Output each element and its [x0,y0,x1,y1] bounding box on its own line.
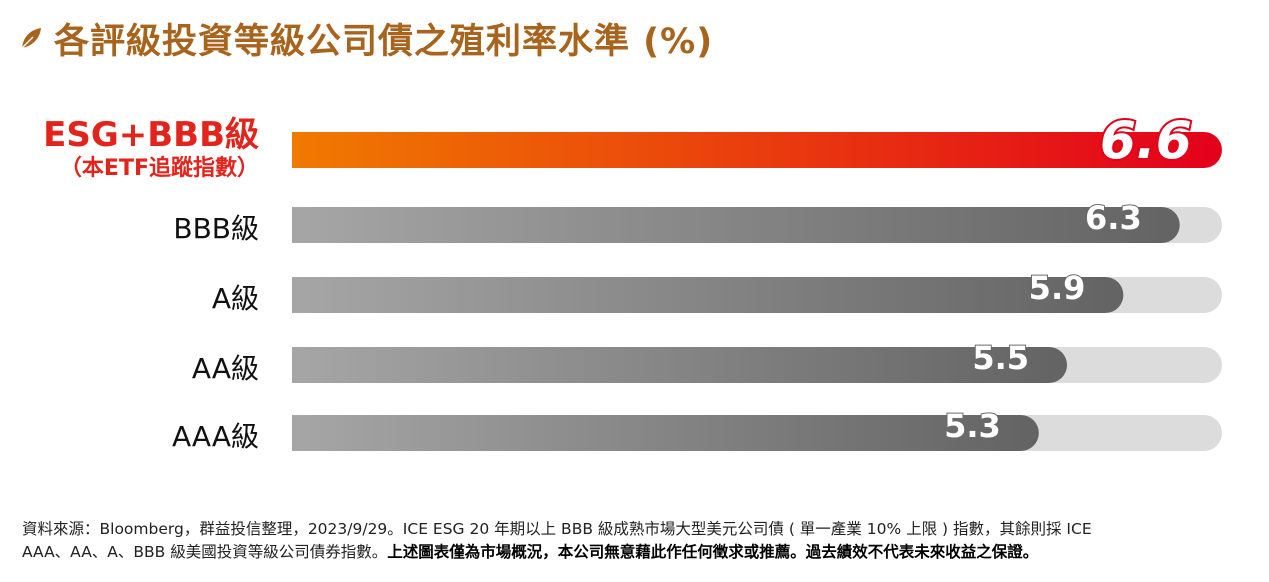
value-label-esg-plus-bbb: 6.6 [1100,111,1192,171]
category-sublabel-esg-plus-bbb: （本ETF追蹤指數） [59,156,259,181]
category-label-a: A級 [211,282,259,315]
footnote: 資料來源：Bloomberg，群益投信整理，2023/9/29。ICE ESG … [22,518,1247,564]
footnote-line-1: 資料來源：Bloomberg，群益投信整理，2023/9/29。ICE ESG … [22,520,1092,538]
footnote-line-2: AAA、AA、A、BBB 級美國投資等級公司債券指數。上述圖表僅為市場概況，本公… [22,541,1247,564]
category-label-bbb: BBB級 [173,212,259,245]
footnote-source-index: AAA、AA、A、BBB 級美國投資等級公司債券指數。 [22,543,388,561]
category-label-esg-plus-bbb: ESG+BBB級 [43,115,259,155]
title-block: 各評級投資等級公司債之殖利率水準 (%) [18,10,713,66]
bar-aaa [292,415,1039,451]
value-label-bbb: 6.3 [1085,199,1142,237]
leaf-icon [21,28,41,49]
bar-esg-plus-bbb [292,132,1222,168]
footnote-disclaimer: 上述圖表僅為市場概況，本公司無意藉此作任何徵求或推薦。過去績效不代表未來收益之保… [387,543,1039,561]
value-label-a: 5.9 [1029,269,1086,307]
category-label-aaa: AAA級 [171,420,259,453]
value-label-aa: 5.5 [972,339,1029,377]
bar-a [292,277,1124,313]
value-label-aaa: 5.3 [944,407,1001,445]
bar-bbb [292,207,1180,243]
chart-title: 各評級投資等級公司債之殖利率水準 (%) [54,21,714,62]
category-label-aa: AA級 [191,352,259,385]
bar-aa [292,347,1067,383]
